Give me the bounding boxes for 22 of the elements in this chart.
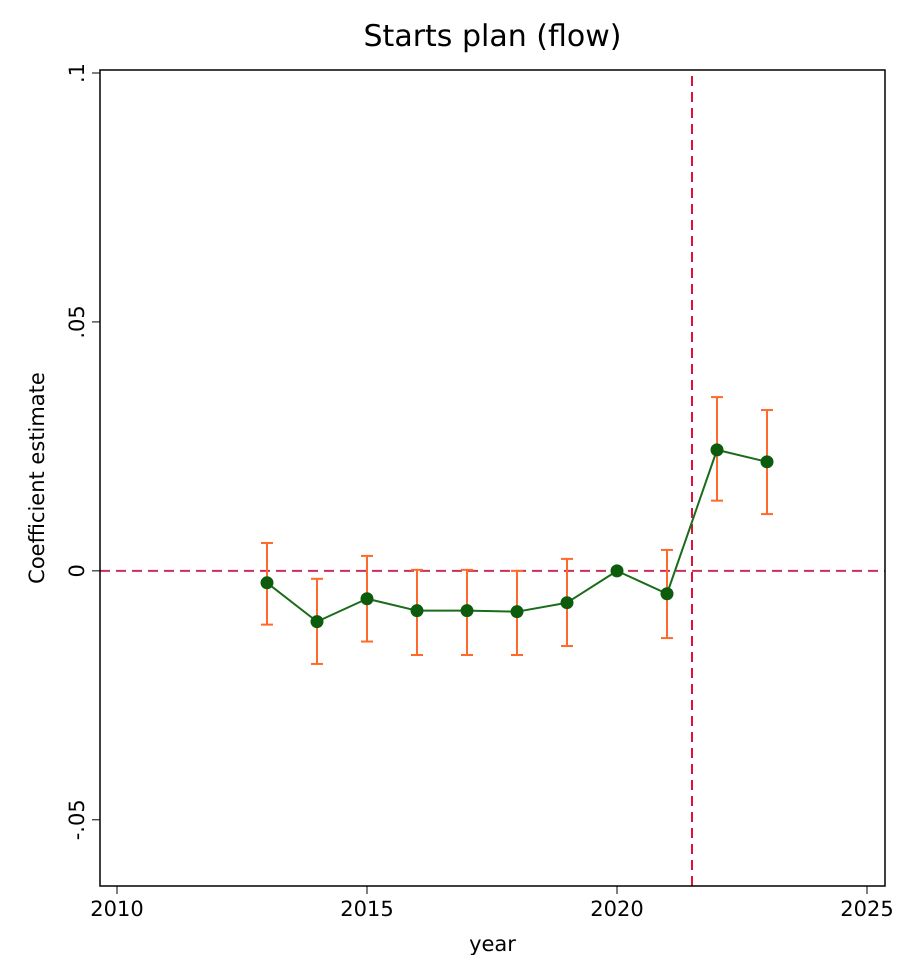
x-tick-label: 2025 [840, 897, 894, 921]
point [260, 576, 274, 590]
point [710, 443, 724, 456]
point [660, 587, 674, 600]
y-tick-label: .1 [65, 62, 89, 84]
point [560, 596, 574, 610]
chart-title: Starts plan (flow) [364, 19, 622, 54]
point [410, 604, 424, 618]
point [360, 592, 374, 606]
y-tick-label: 0 [65, 564, 89, 578]
x-axis-title: year [469, 932, 516, 956]
point [610, 564, 624, 578]
x-tick-label: 2015 [340, 897, 394, 921]
point [510, 605, 524, 618]
x-tick-label: 2020 [590, 897, 644, 921]
point [460, 604, 474, 618]
x-tick-label: 2010 [90, 897, 144, 921]
point [310, 615, 324, 628]
point [760, 455, 774, 468]
y-tick-label: -.05 [65, 799, 89, 840]
y-tick-label: .05 [65, 305, 89, 339]
y-axis-title: Coefficient estimate [25, 372, 49, 584]
